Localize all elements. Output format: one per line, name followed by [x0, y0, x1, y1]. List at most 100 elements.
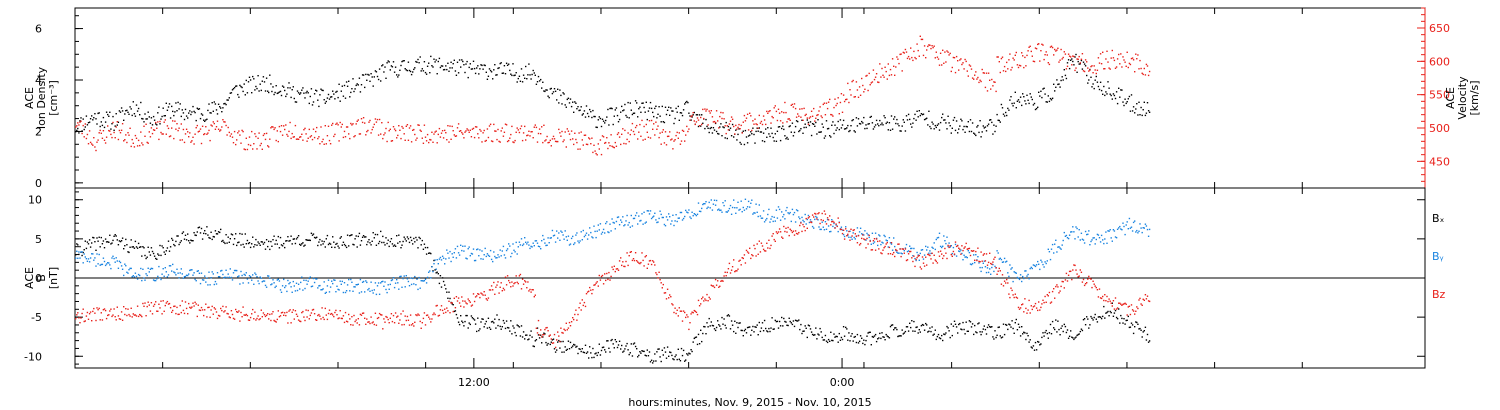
data-point	[434, 259, 436, 261]
data-point	[1068, 335, 1071, 337]
data-point	[1132, 59, 1135, 61]
data-point	[909, 58, 911, 60]
data-point	[1124, 233, 1126, 236]
data-point	[688, 328, 690, 331]
data-point	[582, 304, 584, 307]
data-point	[1072, 337, 1074, 339]
data-point	[713, 129, 716, 131]
data-point	[672, 214, 674, 216]
data-point	[245, 313, 247, 316]
data-point	[1027, 335, 1029, 337]
data-point	[934, 248, 936, 251]
data-point	[299, 320, 301, 322]
data-point	[969, 263, 972, 265]
data-point	[304, 97, 306, 99]
data-point	[147, 246, 149, 248]
data-point	[608, 231, 610, 234]
data-point	[1121, 66, 1123, 68]
data-point	[702, 203, 704, 206]
data-point	[1033, 349, 1036, 351]
data-point	[1055, 239, 1057, 241]
data-point	[756, 123, 758, 126]
data-point	[1014, 91, 1016, 93]
data-point	[609, 145, 611, 147]
data-point	[238, 310, 240, 312]
data-point	[203, 232, 205, 235]
data-point	[644, 111, 646, 113]
data-point	[263, 280, 266, 282]
data-point	[655, 272, 657, 274]
data-point	[594, 230, 596, 233]
data-point	[613, 347, 615, 349]
data-point	[191, 111, 193, 113]
data-point	[837, 217, 839, 219]
data-point	[822, 219, 824, 222]
data-point	[447, 297, 449, 299]
data-point	[175, 102, 177, 104]
data-point	[853, 229, 855, 231]
data-point	[1108, 230, 1110, 232]
data-point	[675, 354, 677, 356]
data-point	[317, 244, 319, 247]
data-point	[520, 325, 523, 327]
data-point	[513, 141, 515, 144]
data-point	[241, 316, 243, 318]
data-point	[511, 281, 513, 283]
data-point	[268, 240, 270, 243]
data-point	[238, 275, 240, 277]
data-point	[620, 257, 622, 259]
data-point	[612, 343, 614, 345]
data-point	[509, 137, 511, 139]
data-point	[323, 240, 325, 243]
data-point	[123, 248, 125, 250]
data-point	[817, 114, 819, 116]
data-point	[564, 329, 566, 332]
data-point	[364, 291, 366, 293]
data-point	[1009, 99, 1011, 101]
data-point	[761, 245, 764, 247]
data-point	[187, 313, 189, 315]
data-point	[317, 287, 319, 289]
data-point	[591, 356, 593, 359]
data-point	[284, 246, 286, 249]
data-point	[333, 279, 335, 281]
data-point	[322, 243, 324, 245]
data-point	[1026, 275, 1028, 277]
data-point	[623, 265, 625, 268]
data-point	[233, 269, 236, 272]
data-point	[592, 289, 594, 291]
data-point	[377, 78, 380, 81]
data-point	[809, 328, 812, 330]
data-point	[906, 250, 909, 253]
data-point	[430, 277, 432, 279]
data-point	[243, 83, 245, 85]
data-point	[243, 246, 245, 248]
data-point	[285, 285, 287, 287]
data-point	[843, 335, 846, 337]
data-point	[929, 250, 931, 252]
data-point	[478, 255, 480, 257]
data-point	[227, 313, 229, 315]
data-point	[952, 246, 955, 249]
data-point	[950, 245, 952, 247]
data-point	[361, 74, 364, 76]
data-point	[157, 112, 159, 114]
data-point	[1128, 326, 1131, 329]
data-point	[431, 65, 433, 67]
data-point	[814, 218, 816, 221]
data-point	[1030, 96, 1032, 98]
data-point	[403, 133, 405, 135]
data-point	[518, 241, 521, 243]
data-point	[324, 125, 326, 127]
data-point	[295, 238, 298, 240]
data-point	[730, 213, 733, 215]
data-point	[577, 352, 579, 355]
data-point	[335, 91, 337, 93]
data-point	[829, 98, 831, 101]
data-point	[113, 129, 115, 131]
data-point	[689, 115, 691, 117]
data-point	[788, 213, 790, 215]
data-point	[368, 239, 370, 241]
data-point	[1090, 315, 1092, 318]
data-point	[140, 246, 142, 248]
